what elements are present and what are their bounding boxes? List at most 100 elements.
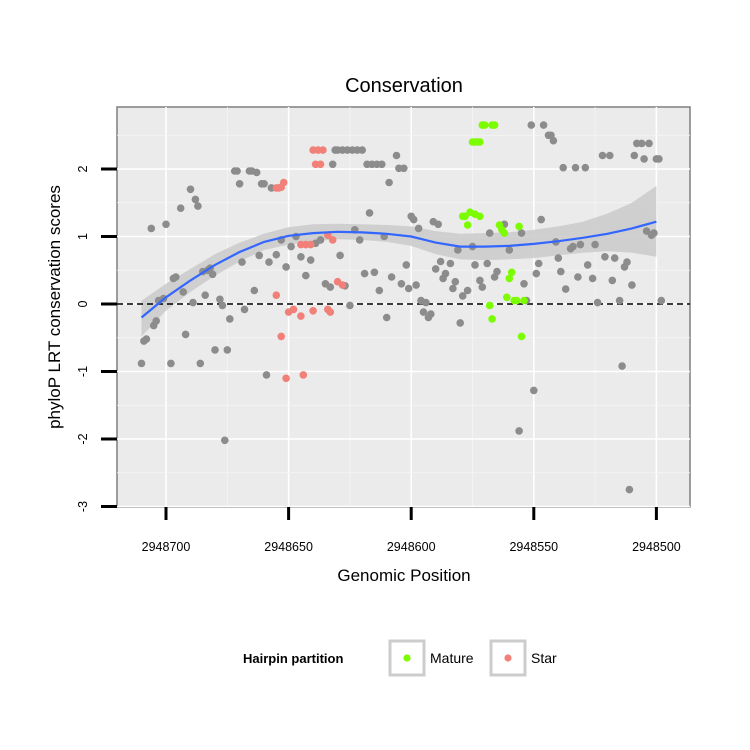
data-point-other xyxy=(167,359,175,368)
data-point-other xyxy=(628,281,636,289)
data-point-other xyxy=(250,286,259,295)
data-point-other xyxy=(400,164,408,173)
data-point-other xyxy=(581,163,590,172)
data-point-other xyxy=(378,160,386,169)
data-point-other xyxy=(451,277,460,286)
data-point-star xyxy=(277,183,286,191)
data-point-other xyxy=(238,258,246,266)
data-point-other xyxy=(422,298,430,307)
data-point-other xyxy=(441,269,450,278)
data-point-star xyxy=(282,374,290,383)
y-tick-label: 2 xyxy=(76,165,90,172)
data-point-other xyxy=(226,315,234,323)
data-point-mature xyxy=(476,138,484,146)
data-point-other xyxy=(211,346,219,354)
data-point-other xyxy=(520,280,528,288)
data-point-other xyxy=(176,204,185,212)
data-point-mature xyxy=(507,268,516,277)
data-point-star xyxy=(297,312,305,320)
data-point-other xyxy=(618,362,626,370)
data-point-other xyxy=(152,317,160,325)
data-point-other xyxy=(306,256,315,264)
data-point-other xyxy=(431,265,440,273)
data-point-other xyxy=(365,209,374,217)
data-point-other xyxy=(456,319,465,327)
legend-entry-mature: Mature xyxy=(388,639,474,677)
data-point-other xyxy=(216,295,224,304)
data-point-other xyxy=(608,276,617,285)
plot-panel xyxy=(116,106,691,508)
data-point-other xyxy=(336,251,344,260)
data-point-other xyxy=(427,310,435,318)
data-point-mature xyxy=(488,315,496,323)
data-point-other xyxy=(282,263,290,271)
data-point-other xyxy=(559,163,567,172)
data-point-other xyxy=(476,276,484,285)
data-point-other xyxy=(623,258,631,266)
data-point-other xyxy=(191,195,200,204)
data-point-star xyxy=(306,240,315,249)
data-point-other xyxy=(601,252,609,261)
data-point-other xyxy=(137,359,146,368)
data-point-star xyxy=(289,305,298,314)
data-point-other xyxy=(235,180,244,188)
data-point-other xyxy=(625,485,634,494)
legend-label-mature: Mature xyxy=(430,650,474,666)
data-point-other xyxy=(221,436,229,445)
data-point-other xyxy=(615,296,624,305)
data-point-other xyxy=(569,242,577,251)
data-point-other xyxy=(172,273,180,281)
data-point-other xyxy=(355,236,364,244)
data-point-other xyxy=(147,224,156,233)
data-point-other xyxy=(360,269,369,278)
data-point-other xyxy=(385,178,393,187)
y-tick-label: 1 xyxy=(76,233,90,240)
data-point-other xyxy=(252,168,261,177)
data-point-star xyxy=(326,308,335,316)
data-point-mature xyxy=(490,121,499,129)
y-axis: -3 -2 -1 0 1 2 xyxy=(76,165,117,512)
data-point-other xyxy=(196,359,205,368)
data-point-other xyxy=(328,160,337,169)
data-point-other xyxy=(630,151,639,160)
data-point-other xyxy=(436,257,445,266)
data-point-other xyxy=(397,280,406,288)
data-point-other xyxy=(162,220,170,229)
data-point-other xyxy=(471,261,479,269)
data-point-other xyxy=(505,246,514,254)
data-point-other xyxy=(186,185,195,194)
x-axis: 2948700 2948650 2948600 2948550 2948500 xyxy=(142,507,681,554)
data-point-other xyxy=(255,251,263,260)
data-point-other xyxy=(382,313,391,322)
data-point-other xyxy=(645,139,653,148)
data-point-other xyxy=(537,215,545,224)
data-point-other xyxy=(223,346,232,354)
data-point-other xyxy=(201,291,209,300)
data-point-other xyxy=(657,296,666,305)
data-point-mature xyxy=(520,296,528,305)
data-point-mature xyxy=(503,293,511,302)
x-axis-label: Genomic Position xyxy=(337,566,470,585)
data-point-other xyxy=(458,292,467,300)
legend-entry-star: Star xyxy=(489,639,557,677)
data-point-mature xyxy=(515,222,523,231)
data-point-other xyxy=(610,254,619,262)
legend-dot-mature xyxy=(403,654,411,662)
data-point-other xyxy=(534,259,543,268)
y-tick-label: -3 xyxy=(76,501,90,512)
data-point-other xyxy=(412,281,420,289)
data-point-other xyxy=(515,427,523,435)
y-tick-label: 0 xyxy=(76,300,90,307)
smooth-line-layer xyxy=(140,220,657,319)
data-point-star xyxy=(328,236,337,244)
x-tick-label: 2948500 xyxy=(632,540,681,554)
x-tick-label: 2948700 xyxy=(142,540,191,554)
data-point-other xyxy=(449,284,457,293)
data-point-other xyxy=(208,270,217,279)
data-point-other xyxy=(454,246,462,254)
data-point-other xyxy=(598,151,607,160)
data-point-other xyxy=(591,240,599,249)
data-point-star xyxy=(272,291,281,300)
data-point-other xyxy=(583,261,592,269)
